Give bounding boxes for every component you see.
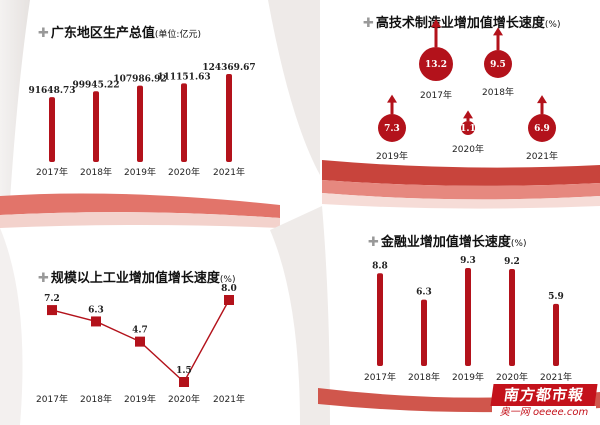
hitech-bubble (419, 47, 453, 81)
gdp-x-tick: 2018年 (80, 166, 112, 178)
logo-site: 奥一网 oeeee.com (492, 406, 596, 420)
industry-x-tick: 2017年 (36, 393, 68, 405)
finance-x-tick: 2019年 (452, 371, 484, 383)
gdp-x-tick: 2017年 (36, 166, 68, 178)
plus-icon: ✚ (363, 16, 374, 31)
hitech-title-text: 高技术制造业增加值增长速度 (375, 16, 545, 31)
finance-x-tick: 2018年 (408, 371, 440, 383)
industry-unit: (%) (219, 275, 236, 285)
industry-x-tick: 2019年 (124, 393, 156, 405)
finance-bar (421, 299, 427, 366)
logo-name: 南方都市報 (490, 384, 598, 406)
finance-value-label: 5.9 (548, 292, 564, 302)
industry-value-label: 4.7 (132, 326, 148, 336)
hitech-arrow-head (431, 19, 441, 28)
finance-value-label: 8.8 (372, 261, 388, 271)
finance-value-label: 9.3 (460, 256, 476, 266)
industry-point (91, 316, 101, 327)
hitech-title: ✚ 高技术制造业增加值增长速度(%) (363, 12, 561, 31)
gdp-bar (49, 97, 55, 162)
hitech-x-tick: 2018年 (482, 86, 514, 98)
hitech-x-tick: 2017年 (420, 89, 452, 101)
ribbon-right (322, 160, 600, 186)
shade-mid-left (268, 0, 320, 175)
finance-bar (509, 269, 515, 366)
hitech-bubble (378, 114, 406, 142)
finance-unit: (%) (510, 239, 527, 249)
plus-icon: ✚ (38, 26, 49, 41)
finance-x-tick: 2017年 (364, 371, 396, 383)
finance-value-label: 6.3 (416, 288, 432, 298)
industry-x-tick: 2021年 (213, 393, 245, 405)
industry-point (135, 336, 145, 347)
hitech-value-label: 7.3 (384, 124, 400, 134)
hitech-value-label: 13.2 (425, 60, 447, 70)
gdp-value-label: 107986.92 (113, 75, 166, 85)
hitech-x-tick: 2019年 (376, 150, 408, 162)
hitech-bubble (461, 121, 475, 135)
hitech-arrow-head (387, 94, 397, 103)
gdp-value-label: 91648.73 (29, 86, 76, 96)
gdp-bar (93, 91, 99, 162)
finance-x-tick: 2020年 (496, 371, 528, 383)
finance-title: ✚ 金融业增加值增长速度(%) (368, 231, 527, 250)
hitech-bubble (484, 50, 512, 78)
hitech-arrow-head (463, 110, 473, 119)
industry-value-label: 6.3 (88, 305, 104, 315)
plus-icon: ✚ (368, 235, 379, 250)
finance-x-tick: 2021年 (540, 371, 572, 383)
gdp-unit: (单位:亿元) (154, 30, 201, 40)
hitech-unit: (%) (544, 20, 561, 30)
hitech-arrow-head (537, 95, 547, 104)
hitech-arrow-head (493, 27, 503, 36)
industry-value-label: 8.0 (221, 284, 237, 294)
gdp-title: ✚ 广东地区生产总值(单位:亿元) (38, 22, 201, 41)
ribbon-left (0, 193, 280, 218)
shade-top-left (0, 0, 30, 200)
gdp-title-text: 广东地区生产总值 (50, 26, 155, 41)
newspaper-logo: 南方都市報 奥一网 oeeee.com (490, 384, 598, 422)
gdp-value-label: 99945.22 (73, 80, 120, 90)
hitech-value-label: 6.9 (534, 124, 550, 134)
finance-title-text: 金融业增加值增长速度 (380, 235, 511, 250)
plus-icon: ✚ (38, 271, 49, 286)
gdp-x-tick: 2019年 (124, 166, 156, 178)
hitech-value-label: 1.1 (460, 124, 476, 134)
gdp-x-tick: 2020年 (168, 166, 200, 178)
hitech-bubble (528, 114, 556, 142)
hitech-x-tick: 2020年 (452, 143, 484, 155)
industry-title: ✚ 规模以上工业增加值增长速度(%) (38, 267, 236, 286)
industry-point (224, 295, 234, 305)
gdp-value-label: 111151.63 (157, 72, 210, 82)
gdp-x-tick: 2021年 (213, 166, 245, 178)
finance-bar (377, 273, 383, 366)
industry-title-text: 规模以上工业增加值增长速度 (50, 271, 220, 286)
gdp-bar (137, 85, 143, 162)
gdp-value-label: 124369.67 (202, 63, 255, 73)
finance-bar (553, 303, 559, 366)
industry-point (179, 377, 189, 387)
gdp-bar (181, 83, 187, 162)
hitech-value-label: 9.5 (490, 60, 506, 70)
finance-bar (465, 268, 471, 366)
industry-value-label: 1.5 (176, 366, 192, 376)
finance-value-label: 9.2 (504, 257, 520, 267)
hitech-x-tick: 2021年 (526, 150, 558, 162)
industry-value-label: 7.2 (44, 294, 60, 304)
industry-point (47, 305, 57, 316)
gdp-bar (226, 73, 232, 162)
industry-x-tick: 2018年 (80, 393, 112, 405)
industry-x-tick: 2020年 (168, 393, 200, 405)
